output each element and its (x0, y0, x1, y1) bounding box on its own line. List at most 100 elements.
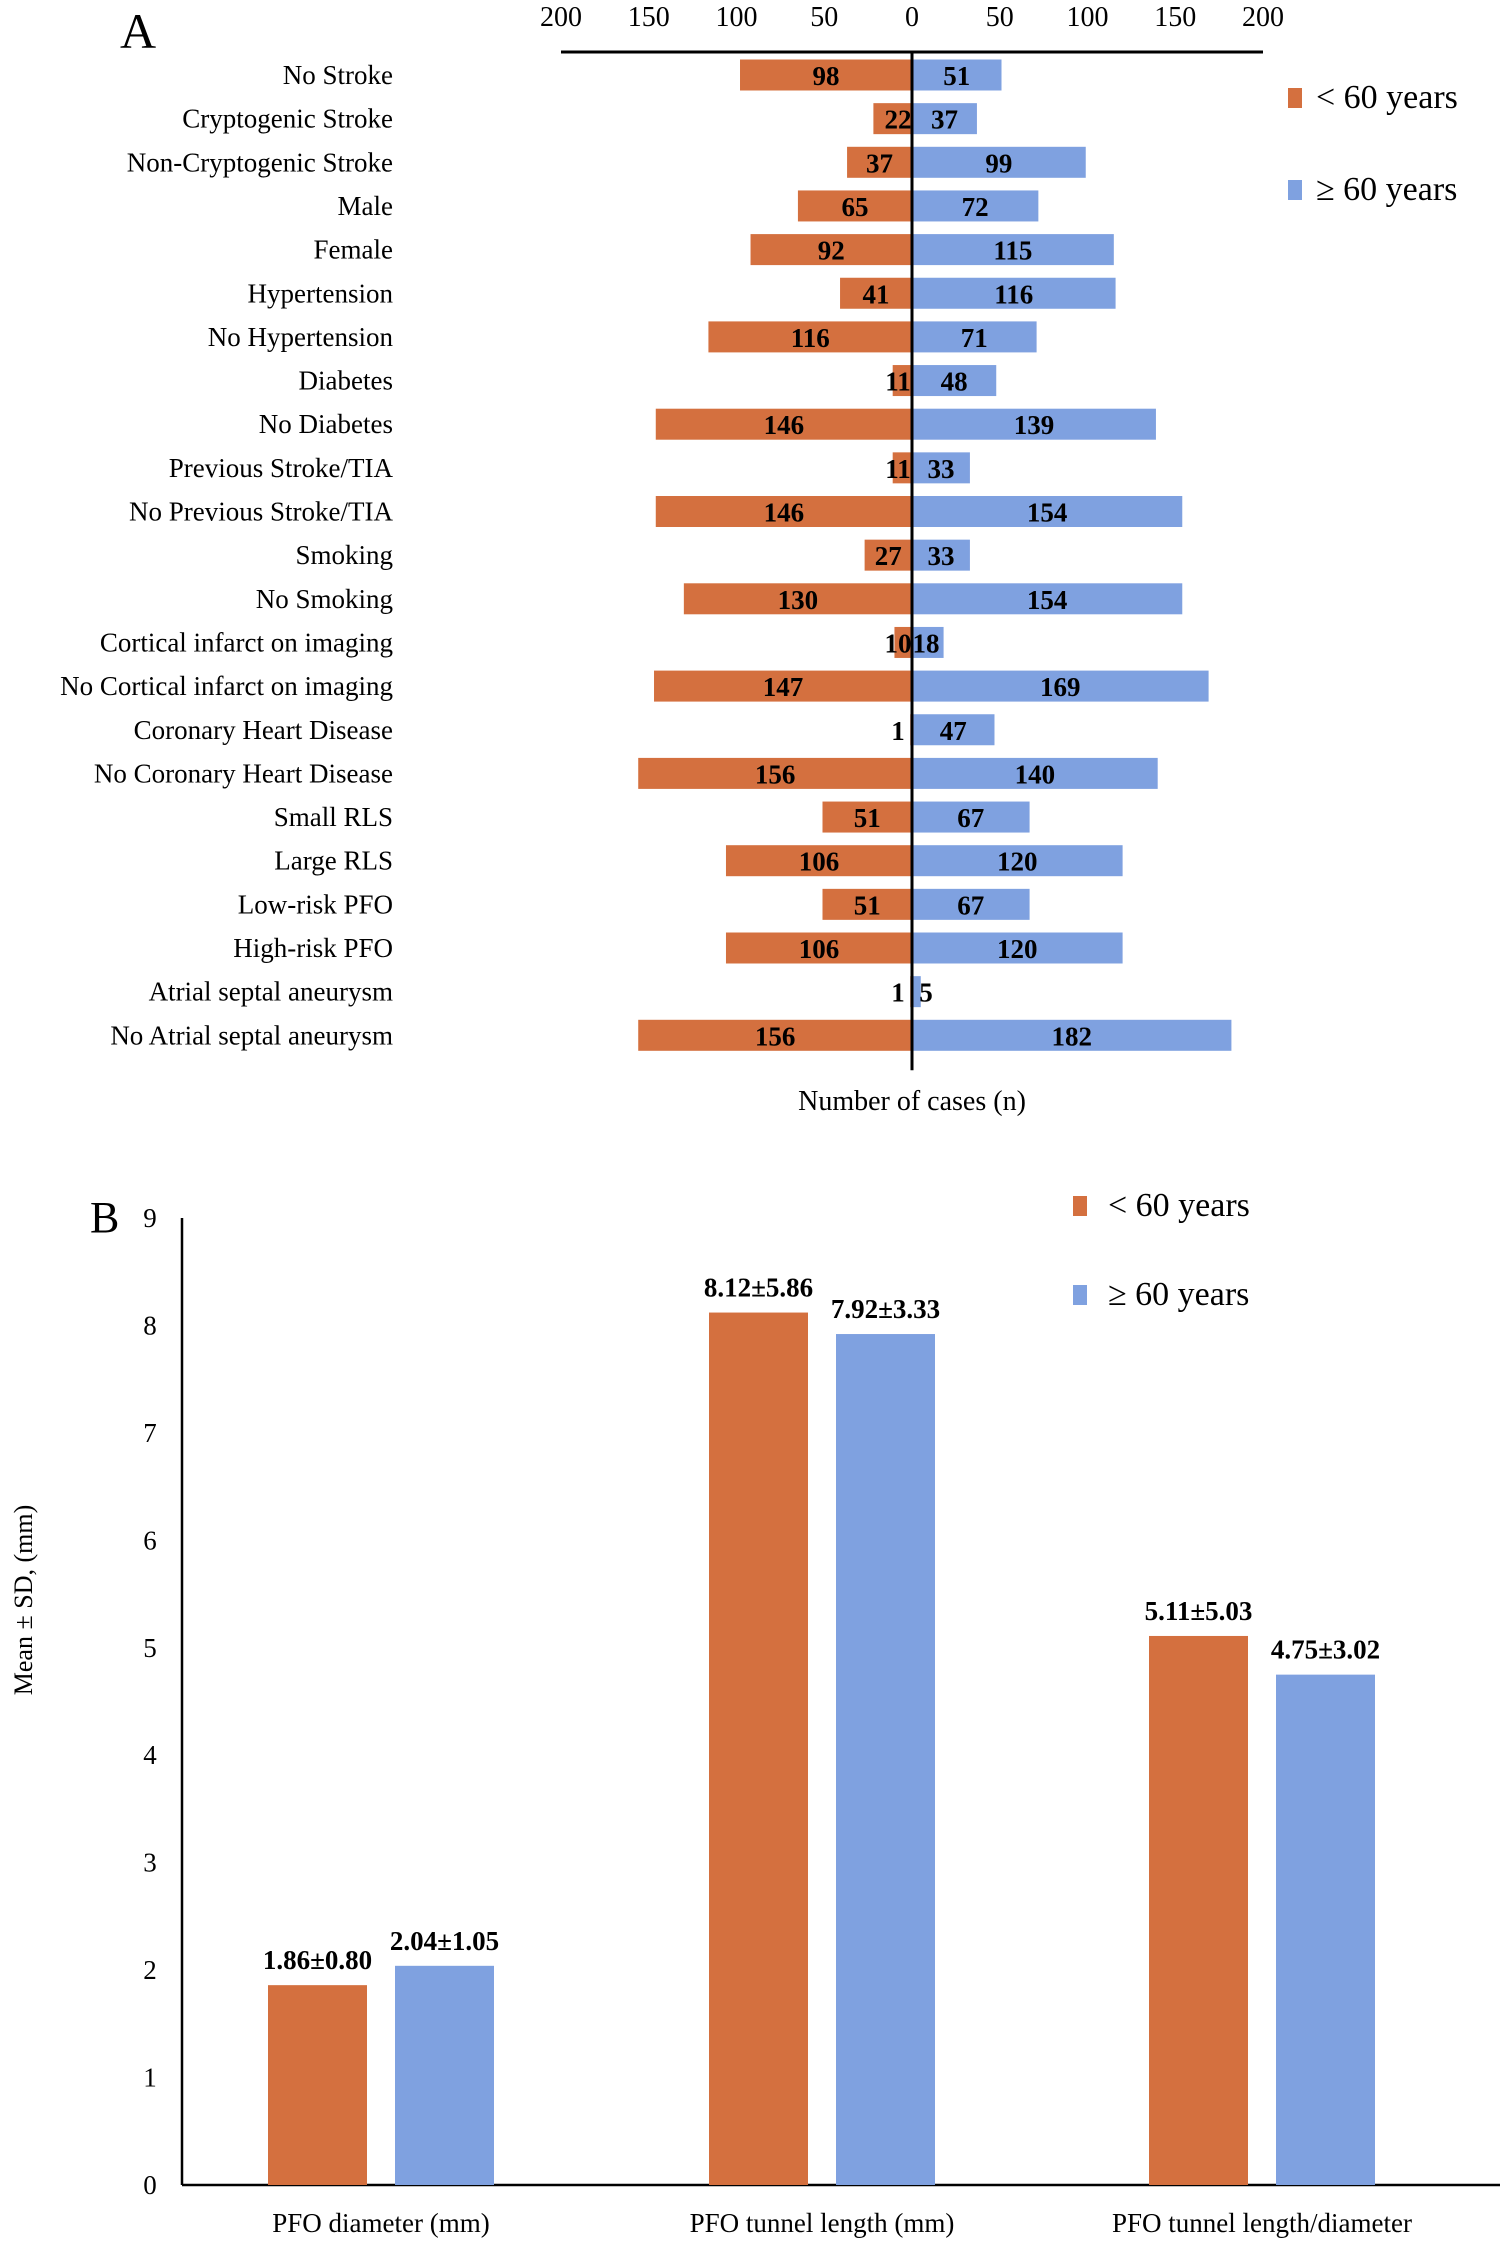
category-label: Male (338, 191, 393, 221)
x-tick-label: 100 (716, 2, 758, 33)
value-label-over-60: 182 (1051, 1021, 1092, 1051)
value-label-over-60: 5 (919, 978, 933, 1008)
value-label-over-60: 115 (993, 236, 1032, 266)
legend-swatch-over-60 (1073, 1285, 1087, 1305)
category-label: PFO diameter (mm) (272, 2208, 489, 2238)
bar-under-60 (740, 59, 912, 91)
bar-over-60 (912, 801, 1030, 833)
category-label: Small RLS (274, 802, 393, 832)
bar-over-60 (912, 234, 1114, 266)
category-label: No Cortical infarct on imaging (60, 671, 393, 701)
value-label-under-60: 1 (891, 716, 905, 746)
category-label: PFO tunnel length (mm) (690, 2208, 955, 2238)
value-label-over-60: 71 (961, 323, 988, 353)
category-label: Atrial septal aneurysm (149, 977, 393, 1007)
category-label: Previous Stroke/TIA (169, 453, 394, 483)
legend-label-over-60: ≥ 60 years (1108, 1276, 1249, 1313)
y-tick-label: 9 (143, 1203, 157, 1233)
value-label-under-60: 65 (841, 192, 868, 222)
bar-over-60 (912, 626, 944, 658)
y-axis-title: Mean ± SD, (mm) (9, 1505, 38, 1695)
category-label: No Atrial septal aneurysm (110, 1020, 393, 1050)
value-label-over-60: 7.92±3.33 (831, 1294, 940, 1324)
category-label: No Smoking (256, 584, 393, 614)
bar-under-60 (638, 757, 912, 789)
category-label: No Coronary Heart Disease (94, 758, 393, 788)
bar-over-60 (912, 932, 1123, 964)
value-label-over-60: 67 (957, 803, 984, 833)
category-label: Female (314, 235, 393, 265)
value-label-over-60: 47 (940, 716, 967, 746)
bar-over-60 (1276, 1674, 1375, 2185)
bar-over-60 (912, 146, 1086, 178)
panel-label-b: B (90, 1193, 119, 1242)
y-tick-label: 4 (143, 1740, 157, 1770)
value-label-over-60: 33 (927, 454, 954, 484)
y-tick-label: 1 (143, 2063, 157, 2093)
value-label-over-60: 37 (931, 105, 958, 135)
bar-under-60 (683, 583, 912, 615)
value-label-under-60: 22 (885, 105, 912, 135)
bar-under-60 (892, 365, 912, 397)
category-label: Cortical infarct on imaging (100, 627, 393, 657)
value-label-under-60: 146 (764, 410, 805, 440)
value-label-under-60: 98 (813, 61, 840, 91)
value-label-under-60: 51 (854, 890, 881, 920)
category-label: Smoking (295, 540, 393, 570)
value-label-under-60: 10 (885, 628, 912, 658)
value-label-under-60: 106 (799, 934, 840, 964)
legend-swatch-over-60 (1288, 180, 1302, 200)
value-label-over-60: 51 (943, 61, 970, 91)
value-label-over-60: 154 (1027, 498, 1068, 528)
panel-label-a: A (120, 3, 156, 59)
bar-over-60 (912, 757, 1158, 789)
value-label-over-60: 67 (957, 890, 984, 920)
category-label: Non-Cryptogenic Stroke (127, 147, 393, 177)
y-tick-label: 0 (143, 2170, 157, 2200)
value-label-over-60: 72 (962, 192, 989, 222)
value-label-over-60: 139 (1014, 410, 1055, 440)
bar-over-60 (912, 59, 1002, 91)
value-label-over-60: 116 (994, 279, 1033, 309)
category-label: Large RLS (274, 846, 393, 876)
bar-over-60 (912, 190, 1039, 222)
x-tick-label: 50 (810, 2, 838, 33)
x-tick-label: 50 (986, 2, 1014, 33)
bar-under-60 (655, 496, 912, 527)
bar-under-60 (725, 932, 912, 964)
bar-under-60 (750, 234, 912, 266)
bar-over-60 (912, 103, 977, 135)
bar-under-60 (892, 452, 912, 484)
value-label-over-60: 154 (1027, 585, 1068, 615)
y-tick-label: 8 (143, 1310, 157, 1340)
bar-under-60 (797, 190, 912, 222)
bar-over-60 (912, 365, 997, 397)
bar-under-60 (1149, 1635, 1248, 2185)
y-tick-label: 6 (143, 1525, 157, 1555)
bar-over-60 (912, 1019, 1232, 1051)
category-label: No Previous Stroke/TIA (129, 497, 393, 527)
bar-under-60 (894, 626, 912, 658)
x-axis-title: Number of cases (n) (798, 1086, 1026, 1117)
y-tick-label: 5 (143, 1633, 157, 1663)
value-label-over-60: 140 (1015, 759, 1056, 789)
value-label-over-60: 120 (997, 934, 1038, 964)
category-label: High-risk PFO (233, 933, 393, 963)
legend-label-over-60: ≥ 60 years (1316, 171, 1457, 208)
value-label-over-60: 99 (985, 148, 1012, 178)
bar-under-60 (822, 801, 912, 833)
value-label-under-60: 11 (885, 454, 911, 484)
legend-label-under-60: < 60 years (1108, 1187, 1250, 1224)
value-label-under-60: 156 (755, 1021, 796, 1051)
value-label-under-60: 106 (799, 847, 840, 877)
bar-over-60 (395, 1965, 494, 2185)
value-label-over-60: 169 (1040, 672, 1081, 702)
legend-swatch-under-60 (1288, 88, 1302, 108)
value-label-under-60: 11 (885, 367, 911, 397)
value-label-over-60: 18 (913, 628, 940, 658)
category-label: Low-risk PFO (238, 889, 393, 919)
bar-under-60 (822, 888, 912, 920)
value-label-over-60: 33 (927, 541, 954, 571)
bar-under-60 (873, 103, 912, 135)
